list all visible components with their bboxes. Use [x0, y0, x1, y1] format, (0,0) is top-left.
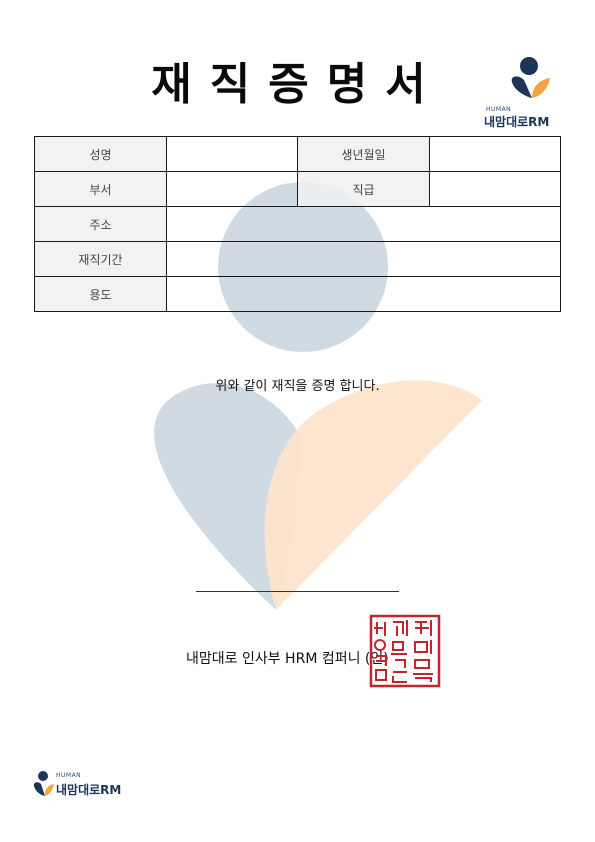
address-label: 주소 — [34, 206, 167, 242]
table-row: 성명 생년월일 — [34, 136, 561, 172]
signature-line — [196, 591, 399, 592]
logo-brand: 내맘대로RM — [56, 783, 122, 797]
certification-statement: 위와 같이 재직을 증명 합니다. — [215, 379, 380, 394]
employment-period-label: 재직기간 — [34, 241, 167, 277]
issuer-name: 내맘대로 인사부 HRM 컴퍼니 (인) — [186, 651, 389, 667]
position-label: 직급 — [297, 171, 430, 207]
purpose-label: 용도 — [34, 276, 167, 312]
address-field[interactable] — [166, 206, 561, 242]
position-field[interactable] — [429, 171, 561, 207]
table-row: 재직기간 — [34, 241, 561, 277]
department-label: 부서 — [34, 171, 167, 207]
name-label: 성명 — [34, 136, 167, 172]
department-field[interactable] — [166, 171, 298, 207]
birthdate-field[interactable] — [429, 136, 561, 172]
person-heart-icon — [33, 771, 54, 796]
logo-tagline: HUMAN — [486, 106, 512, 113]
birthdate-label: 생년월일 — [297, 136, 430, 172]
document-title: 재직증명서 — [151, 59, 444, 110]
company-logo: HUMAN 내맘대로RM — [484, 56, 554, 130]
purpose-field[interactable] — [166, 276, 561, 312]
name-field[interactable] — [166, 136, 298, 172]
company-seal: 에이치알엠컴퍼니인 — [369, 614, 441, 688]
logo-tagline: HUMAN — [56, 772, 82, 779]
table-row: 부서 직급 — [34, 171, 561, 207]
table-row: 주소 — [34, 206, 561, 242]
employment-period-field[interactable] — [166, 241, 561, 277]
employee-info-table: 성명 생년월일 부서 직급 주소 재직기간 용도 — [34, 136, 561, 312]
logo-brand: 내맘대로RM — [484, 115, 550, 129]
table-row: 용도 — [34, 276, 561, 312]
footer-logo: HUMAN 내맘대로RM — [30, 770, 130, 800]
person-heart-icon — [511, 57, 550, 98]
